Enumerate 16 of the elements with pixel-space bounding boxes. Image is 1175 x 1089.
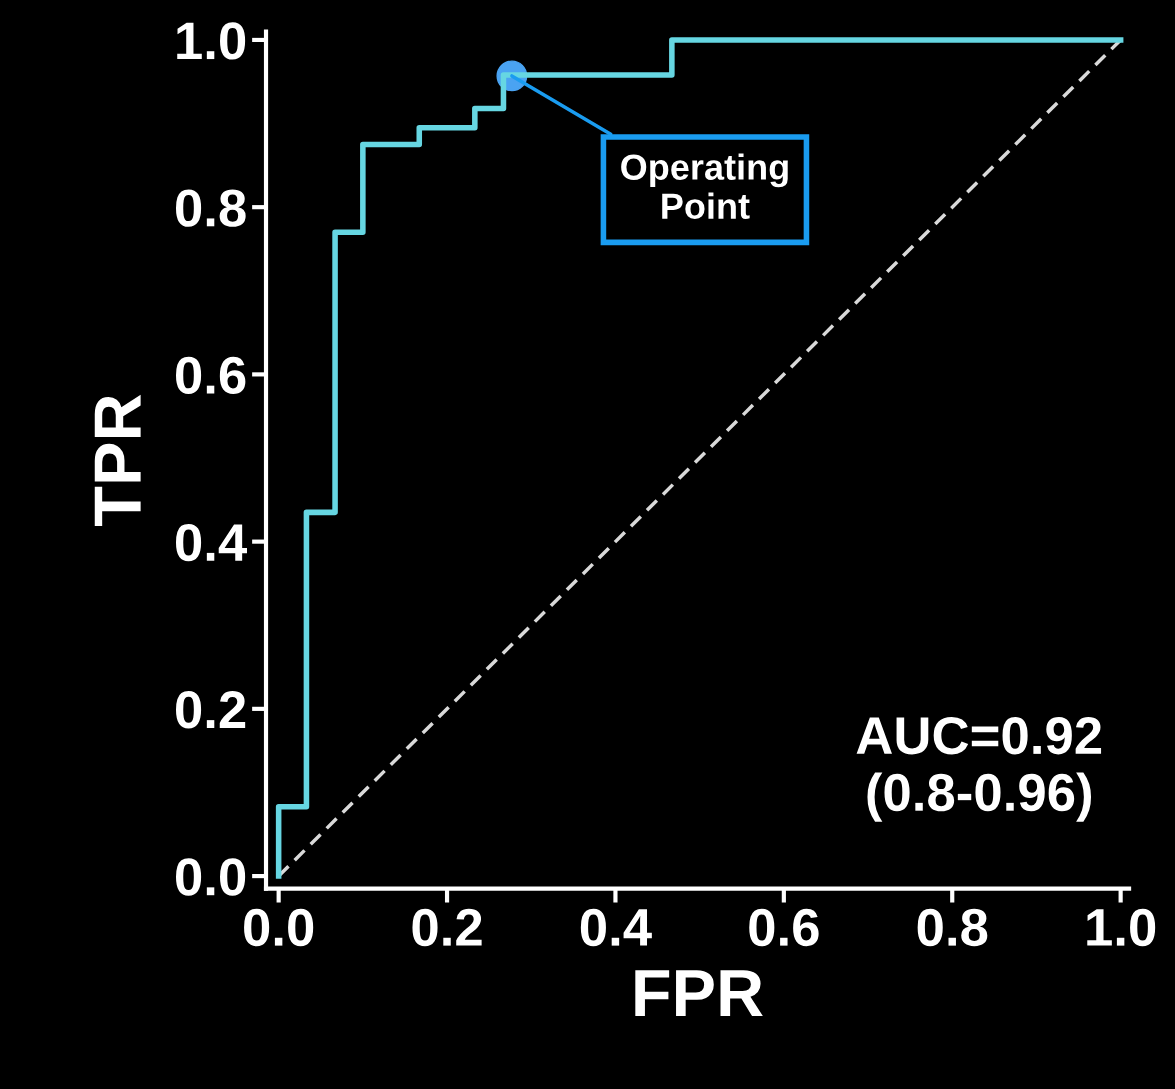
x-tick-label: 0.0 bbox=[244, 908, 314, 947]
y-tick-label: 0.4 bbox=[176, 523, 247, 562]
y-tick-label: 0.8 bbox=[176, 189, 246, 227]
x-tick-label: 0.2 bbox=[412, 908, 482, 947]
y-tick-label: 1.0 bbox=[177, 22, 246, 60]
annotation: AUC=0.92 (0.8-0.96) bbox=[856, 717, 1102, 822]
x-tick-label: 0.6 bbox=[749, 908, 819, 947]
y-axis-title: TPR bbox=[94, 394, 141, 527]
x-axis-title: FPR bbox=[635, 970, 763, 1016]
annotation: Operating Point bbox=[621, 153, 788, 220]
x-tick-label: 1.0 bbox=[1087, 908, 1156, 947]
x-tick-label: 0.8 bbox=[917, 908, 988, 947]
y-tick-label: 0.2 bbox=[176, 691, 246, 729]
y-tick-label: 0.0 bbox=[176, 858, 246, 896]
x-tick-label: 0.4 bbox=[580, 908, 652, 947]
y-tick-label: 0.6 bbox=[176, 356, 246, 395]
